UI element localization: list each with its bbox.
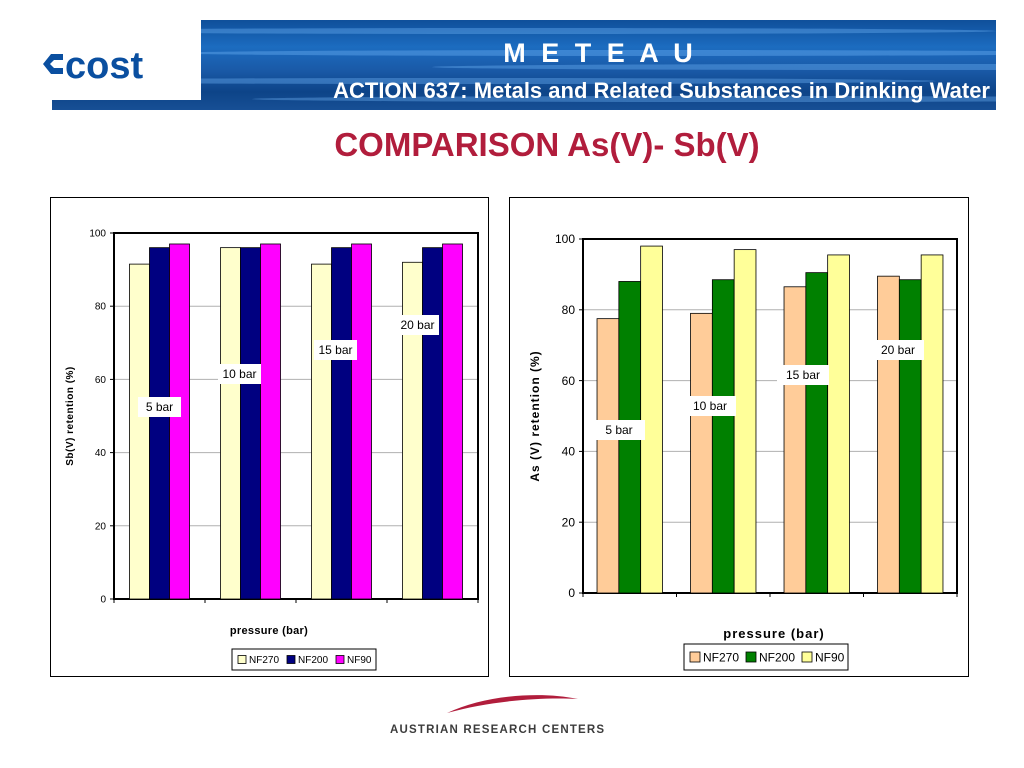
as-ytick-label: 40 — [562, 445, 576, 459]
as-annotation-box — [684, 396, 736, 416]
as-bar-nf270 — [690, 312, 713, 594]
as-bar-nf90 — [920, 254, 944, 594]
as-ytick-label: 100 — [555, 232, 575, 246]
sb-ytick-label: 60 — [95, 375, 107, 386]
as-annotation-label: 5 bar — [605, 423, 632, 437]
sb-annotation-box — [396, 315, 439, 335]
as-legend-swatch-nf270 — [689, 651, 701, 663]
sb-legend — [231, 648, 377, 671]
sb-bar-nf200 — [422, 247, 443, 600]
as-legend-swatch-nf200 — [745, 651, 757, 663]
as-legend-label: NF270 — [703, 650, 739, 664]
as-annotation-box — [593, 420, 645, 440]
as-bar-nf270 — [877, 275, 900, 594]
as-bar-nf200 — [711, 279, 735, 594]
sb-ylabel: Sb(V) retention (%) — [65, 366, 76, 466]
sb-annotation-label: 10 bar — [222, 367, 256, 381]
as-ytick-label: 60 — [562, 374, 576, 388]
sb-ytick-label: 40 — [95, 448, 107, 459]
sb-annotation-box — [314, 340, 357, 360]
cost-logo: cost — [37, 12, 201, 100]
as-ytick-label: 80 — [562, 303, 576, 317]
as-bar-nf200 — [898, 279, 922, 594]
as-bar-nf90 — [640, 245, 663, 594]
as-ylabel: As (V) retention (%) — [528, 350, 542, 481]
sb-bar-nf200 — [331, 247, 352, 600]
sb-legend-swatch-nf270 — [237, 655, 247, 664]
banner-title: M E T E A U — [503, 38, 697, 68]
as-bar-nf270 — [783, 286, 807, 594]
sb-bar-nf90 — [169, 243, 190, 600]
as-annotation-box — [777, 365, 829, 385]
cost-logo-mark-icon — [43, 54, 63, 74]
as-legend — [683, 643, 849, 671]
as-bar-nf200 — [805, 272, 829, 594]
sb-legend-label: NF270 — [249, 655, 279, 666]
sb-xlabel: pressure (bar) — [230, 625, 308, 637]
sb-ytick-label: 80 — [95, 302, 107, 313]
sb-bar-nf270 — [311, 263, 332, 600]
as-annotation-box — [872, 340, 924, 360]
sb-bar-nf90 — [260, 243, 281, 600]
footer-org: AUSTRIAN RESEARCH CENTERS — [390, 724, 606, 736]
cost-logo-text: cost — [65, 45, 143, 87]
sb-annotation-box — [138, 397, 181, 417]
sb-legend-label: NF200 — [298, 655, 328, 666]
sb-ytick-label: 0 — [100, 595, 106, 606]
as-bar-nf270 — [596, 318, 620, 594]
sb-legend-swatch-nf90 — [335, 655, 345, 664]
sb-legend-label: NF90 — [347, 655, 372, 666]
sb-bar-nf270 — [129, 263, 150, 600]
sb-annotation-box — [218, 364, 261, 384]
sb-bar-nf270 — [220, 247, 241, 600]
as-legend-swatch-nf90 — [801, 651, 813, 663]
header-banner — [52, 20, 996, 110]
as-chart-panel: 0 20 40 60 80 100 5 bar 10 bar 15 bar 20 bar As (V… — [509, 197, 969, 677]
sb-annotation-label: 5 bar — [146, 400, 173, 414]
as-retention-chart: 0 20 40 60 80 100 5 bar 10 bar 15 bar 20 bar As (V… — [528, 232, 958, 671]
as-ytick-label: 20 — [562, 515, 576, 529]
sb-annotation-label: 15 bar — [318, 343, 352, 357]
slide-title: COMPARISON As(V)- Sb(V) — [334, 126, 760, 163]
as-xlabel: pressure (bar) — [723, 626, 824, 641]
sb-bar-nf200 — [149, 247, 170, 600]
sb-retention-chart: 0 20 40 60 80 100 5 bar 10 bar 15 bar 20 bar Sb(V)… — [65, 229, 479, 671]
as-annotation-label: 10 bar — [693, 399, 727, 413]
as-annotation-label: 15 bar — [786, 368, 820, 382]
banner-subtitle: ACTION 637: Metals and Related Substance… — [333, 78, 990, 103]
sb-bar-nf270 — [402, 261, 423, 600]
as-bar-nf90 — [827, 254, 850, 594]
as-legend-label: NF200 — [759, 650, 795, 664]
sb-chart-panel: 0 20 40 60 80 100 5 bar 10 bar 15 bar 20 bar Sb(V)… — [50, 197, 489, 677]
sb-annotation-label: 20 bar — [400, 318, 434, 332]
sb-ytick-label: 100 — [89, 229, 106, 240]
as-legend-label: NF90 — [815, 650, 845, 664]
as-ytick-label: 0 — [568, 586, 575, 600]
sb-bar-nf200 — [240, 247, 261, 600]
sb-ytick-label: 20 — [95, 521, 107, 532]
arc-swoosh-icon — [447, 695, 578, 713]
sb-bar-nf90 — [442, 243, 463, 600]
sb-bar-nf90 — [351, 243, 372, 600]
as-bar-nf90 — [733, 249, 757, 594]
as-annotation-label: 20 bar — [881, 343, 915, 357]
sb-legend-swatch-nf200 — [286, 655, 296, 664]
